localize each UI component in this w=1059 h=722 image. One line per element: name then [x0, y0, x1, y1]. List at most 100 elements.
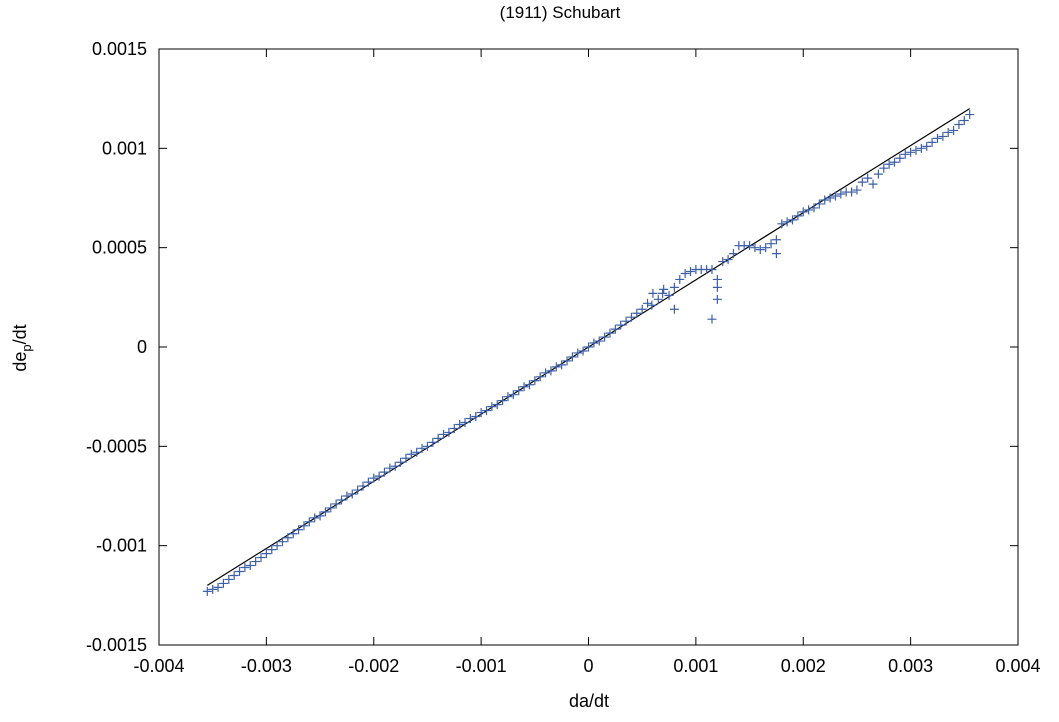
data-point — [718, 257, 728, 267]
data-point — [465, 414, 475, 424]
data-point — [658, 288, 668, 298]
data-point — [745, 241, 755, 251]
data-point — [669, 282, 679, 292]
data-point — [326, 503, 336, 513]
data-point — [890, 157, 900, 167]
data-point — [455, 419, 465, 429]
data-point — [229, 570, 239, 580]
data-point — [852, 185, 862, 195]
data-point — [707, 314, 717, 324]
data-point — [761, 243, 771, 253]
data-point — [954, 119, 964, 129]
y-tick-label: 0 — [137, 337, 147, 357]
data-point — [299, 521, 309, 531]
x-tick-label: 0.001 — [673, 656, 718, 676]
data-point — [643, 298, 653, 308]
plot-frame — [158, 48, 1019, 646]
x-tick-label: 0.003 — [888, 656, 933, 676]
data-point — [600, 332, 610, 342]
data-point — [567, 352, 577, 362]
data-point — [836, 189, 846, 199]
x-tick-label: 0.004 — [995, 656, 1040, 676]
data-point — [449, 423, 459, 433]
data-point — [218, 578, 228, 588]
data-point — [412, 447, 422, 457]
data-point — [235, 566, 245, 576]
data-point — [594, 336, 604, 346]
data-point — [476, 408, 486, 418]
data-point — [433, 433, 443, 443]
data-point — [331, 499, 341, 509]
data-point — [820, 195, 830, 205]
data-point — [777, 219, 787, 229]
y-axis-title-main: de — [10, 352, 30, 372]
data-point — [578, 346, 588, 356]
data-point — [750, 243, 760, 253]
data-point — [659, 284, 669, 294]
data-point — [535, 372, 545, 382]
data-point — [723, 255, 733, 265]
data-point — [916, 143, 926, 153]
x-tick-label: 0.002 — [781, 656, 826, 676]
data-point — [809, 203, 819, 213]
axis-ticks: -0.004 -0.003 -0.002 -0.001 0 0.001 0.002 0.003… — [86, 39, 1041, 676]
y-tick-label: 0.001 — [102, 138, 147, 158]
data-point — [481, 406, 491, 416]
data-point — [396, 457, 406, 467]
data-point — [664, 290, 674, 300]
data-point — [551, 362, 561, 372]
data-point — [374, 471, 384, 481]
data-point — [428, 437, 438, 447]
data-point — [648, 288, 658, 298]
data-point — [911, 145, 921, 155]
data-point — [422, 441, 432, 451]
data-point — [390, 461, 400, 471]
data-point — [514, 386, 524, 396]
data-point — [755, 245, 765, 255]
y-tick-label: -0.0015 — [86, 635, 147, 655]
data-point — [771, 235, 781, 245]
data-point — [283, 533, 293, 543]
data-point — [294, 525, 304, 535]
data-point — [363, 477, 373, 487]
data-point — [647, 300, 657, 310]
data-point — [417, 443, 427, 453]
data-point — [503, 392, 513, 402]
data-point — [669, 304, 679, 314]
data-point — [573, 348, 583, 358]
data-point — [830, 191, 840, 201]
data-point — [315, 511, 325, 521]
data-point — [277, 537, 287, 547]
y-tick-label: -0.0005 — [86, 436, 147, 456]
data-point — [626, 312, 636, 322]
data-point — [873, 169, 883, 179]
data-point — [256, 553, 266, 563]
data-point — [337, 495, 347, 505]
data-point — [557, 360, 567, 370]
data-point — [932, 133, 942, 143]
data-point — [530, 376, 540, 386]
data-point — [401, 453, 411, 463]
data-point — [814, 199, 824, 209]
data-point — [680, 268, 690, 278]
y-axis-title-tail: /dt — [10, 324, 30, 344]
data-point — [245, 561, 255, 571]
data-point — [202, 586, 212, 596]
data-point — [369, 473, 379, 483]
data-point — [943, 127, 953, 137]
data-point — [353, 485, 363, 495]
data-point — [793, 211, 803, 221]
data-point — [444, 427, 454, 437]
data-point — [272, 541, 282, 551]
data-point — [804, 205, 814, 215]
data-point — [766, 239, 776, 249]
y-tick-label: 0.0005 — [92, 238, 147, 258]
data-point — [519, 382, 529, 392]
data-point — [240, 563, 250, 573]
x-axis-title: da/dt — [569, 691, 609, 711]
data-point — [261, 549, 271, 559]
data-point — [938, 131, 948, 141]
data-point — [637, 304, 647, 314]
